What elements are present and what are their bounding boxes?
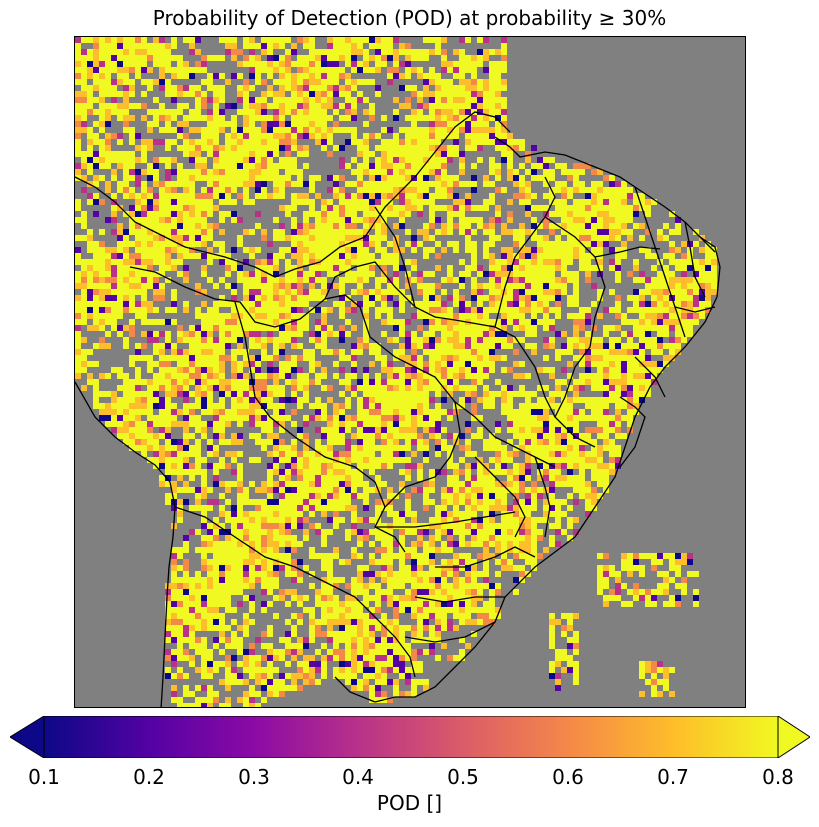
colorbar-tick-label: 0.5: [447, 765, 479, 789]
state-borders: [324, 176, 666, 643]
colorbar: [10, 716, 810, 758]
country-borders: [75, 111, 721, 707]
brazil-west-border: [129, 266, 461, 553]
colorbar-extend-low: [10, 716, 45, 758]
map-title: Probability of Detection (POD) at probab…: [152, 6, 667, 30]
colorbar-tick-label: 0.6: [552, 765, 584, 789]
colorbar-label: POD []: [376, 791, 443, 815]
colorbar-tick-label: 0.8: [762, 765, 794, 789]
colorbar-tick-label: 0.1: [28, 765, 60, 789]
brazil-coastline: [374, 136, 721, 703]
uruguay-coastline: [334, 676, 376, 703]
colorbar-tick-label: 0.4: [342, 765, 374, 789]
colorbar-tick-label: 0.2: [133, 765, 165, 789]
pod-map: [75, 37, 745, 707]
colorbar-extend-high: [777, 716, 810, 758]
northern-border: [75, 111, 511, 278]
colorbar-gradient: [43, 716, 779, 758]
pod-cells: [75, 37, 717, 707]
colorbar-tick-label: 0.3: [238, 765, 270, 789]
argentina-border: [174, 506, 416, 678]
bolivia-paraguay-border: [234, 301, 386, 508]
colorbar-tick-label: 0.7: [657, 765, 689, 789]
northeast-state-borders: [634, 186, 716, 338]
map-panel: [74, 36, 746, 708]
